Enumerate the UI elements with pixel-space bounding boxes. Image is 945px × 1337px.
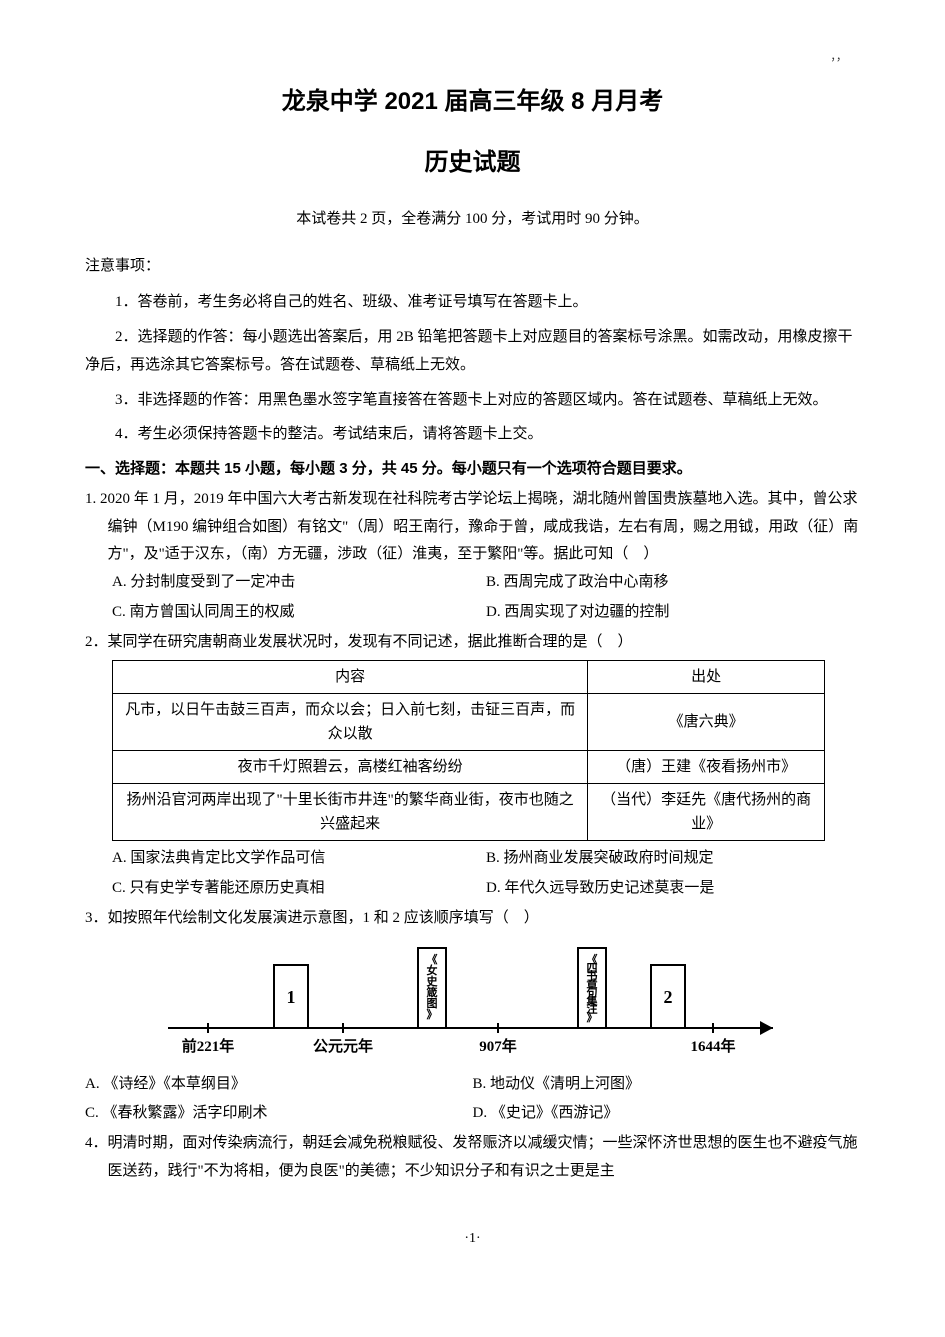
notice-item: 1．答卷前，考生务必将自己的姓名、班级、准考证号填写在答题卡上。	[85, 288, 860, 317]
q1-option-d: D. 西周实现了对边疆的控制	[486, 599, 860, 627]
q2-option-a: A. 国家法典肯定比文学作品可信	[112, 845, 486, 873]
q3-option-c: C. 《春秋繁露》活字印刷术	[85, 1100, 473, 1128]
q2-option-c: C. 只有史学专著能还原历史真相	[112, 875, 486, 903]
notice-item: 3．非选择题的作答：用黑色墨水签字笔直接答在答题卡上对应的答题区域内。答在试题卷…	[85, 386, 860, 415]
q3-stem: 3．如按照年代绘制文化发展演进示意图，1 和 2 应该顺序填写（ ）	[85, 905, 860, 933]
q2-stem: 2．某同学在研究唐朝商业发展状况时，发现有不同记述，据此推断合理的是（ ）	[85, 629, 860, 657]
exam-info: 本试卷共 2 页，全卷满分 100 分，考试用时 90 分钟。	[85, 206, 860, 233]
q2-option-d: D. 年代久远导致历史记述莫衷一是	[486, 875, 860, 903]
section-1-header: 一、选择题：本题共 15 小题，每小题 3 分，共 45 分。每小题只有一个选项…	[85, 455, 860, 482]
timeline-svg: 前221年公元元年907年1644年1《女史箴图》《四书章句集注》2	[158, 943, 788, 1063]
q3-option-d: D. 《史记》《西游记》	[473, 1100, 861, 1128]
svg-text:》: 》	[586, 1010, 597, 1023]
q2-r1c1: 凡市，以日午击鼓三百声，而众以会；日入前七刻，击钲三百声，而众以散	[113, 694, 588, 751]
page-number: ·1·	[85, 1226, 860, 1251]
q2-r2c1: 夜市千灯照碧云，高楼红袖客纷纷	[113, 751, 588, 784]
q4-stem: 4．明清时期，面对传染病流行，朝廷会减免税粮赋役、发帑赈济以减缓灾情；一些深怀济…	[85, 1130, 860, 1186]
notice-item: 4．考生必须保持答题卡的整洁。考试结束后，请将答题卡上交。	[85, 420, 860, 449]
q1-stem: 1. 2020 年 1 月，2019 年中国六大考古新发现在社科院考古学论坛上揭…	[85, 486, 860, 569]
svg-text:》: 》	[426, 1008, 437, 1021]
q3-timeline-diagram: 前221年公元元年907年1644年1《女史箴图》《四书章句集注》2	[85, 933, 860, 1071]
q1-option-b: B. 西周完成了政治中心南移	[486, 569, 860, 597]
q3-option-a: A. 《诗经》《本草纲目》	[85, 1071, 473, 1099]
svg-text:公元元年: 公元元年	[312, 1037, 372, 1055]
svg-text:2: 2	[663, 987, 672, 1007]
question-4: 4．明清时期，面对传染病流行，朝廷会减免税粮赋役、发帑赈济以减缓灾情；一些深怀济…	[85, 1130, 860, 1186]
q2-th-source: 出处	[588, 661, 825, 694]
question-3: 3．如按照年代绘制文化发展演进示意图，1 和 2 应该顺序填写（ ） 前221年…	[85, 905, 860, 1128]
svg-text:1644年: 1644年	[690, 1037, 735, 1055]
q2-option-b: B. 扬州商业发展突破政府时间规定	[486, 845, 860, 873]
question-1: 1. 2020 年 1 月，2019 年中国六大考古新发现在社科院考古学论坛上揭…	[85, 486, 860, 627]
q1-option-a: A. 分封制度受到了一定冲击	[112, 569, 486, 597]
table-row: 夜市千灯照碧云，高楼红袖客纷纷 （唐）王建《夜看扬州市》	[113, 751, 825, 784]
corner-mark: ，，	[831, 48, 848, 68]
svg-text:女: 女	[426, 963, 437, 977]
svg-text:前221年: 前221年	[181, 1037, 234, 1055]
exam-title-line2: 历史试题	[85, 141, 860, 184]
table-row: 扬州沿官河两岸出现了"十里长街市井连"的繁华商业街，夜市也随之兴盛起来 （当代）…	[113, 784, 825, 841]
q1-option-c: C. 南方曾国认同周王的权威	[112, 599, 486, 627]
q2-table: 内容 出处 凡市，以日午击鼓三百声，而众以会；日入前七刻，击钲三百声，而众以散 …	[112, 660, 825, 841]
question-2: 2．某同学在研究唐朝商业发展状况时，发现有不同记述，据此推断合理的是（ ） 内容…	[85, 629, 860, 903]
q2-r1c2: 《唐六典》	[588, 694, 825, 751]
svg-text:史: 史	[426, 974, 438, 988]
svg-text:箴: 箴	[426, 985, 437, 999]
exam-title-line1: 龙泉中学 2021 届高三年级 8 月月考	[85, 80, 860, 123]
q2-r3c2: （当代）李廷先《唐代扬州的商业》	[588, 784, 825, 841]
table-row: 凡市，以日午击鼓三百声，而众以会；日入前七刻，击钲三百声，而众以散 《唐六典》	[113, 694, 825, 751]
q3-option-b: B. 地动仪《清明上河图》	[473, 1071, 861, 1099]
q2-r3c1: 扬州沿官河两岸出现了"十里长街市井连"的繁华商业街，夜市也随之兴盛起来	[113, 784, 588, 841]
svg-text:907年: 907年	[479, 1037, 517, 1055]
svg-text:1: 1	[286, 987, 295, 1007]
q2-r2c2: （唐）王建《夜看扬州市》	[588, 751, 825, 784]
q2-th-content: 内容	[113, 661, 588, 694]
notice-item: 2．选择题的作答：每小题选出答案后，用 2B 铅笔把答题卡上对应题目的答案标号涂…	[85, 323, 860, 380]
notice-header: 注意事项：	[85, 253, 860, 280]
